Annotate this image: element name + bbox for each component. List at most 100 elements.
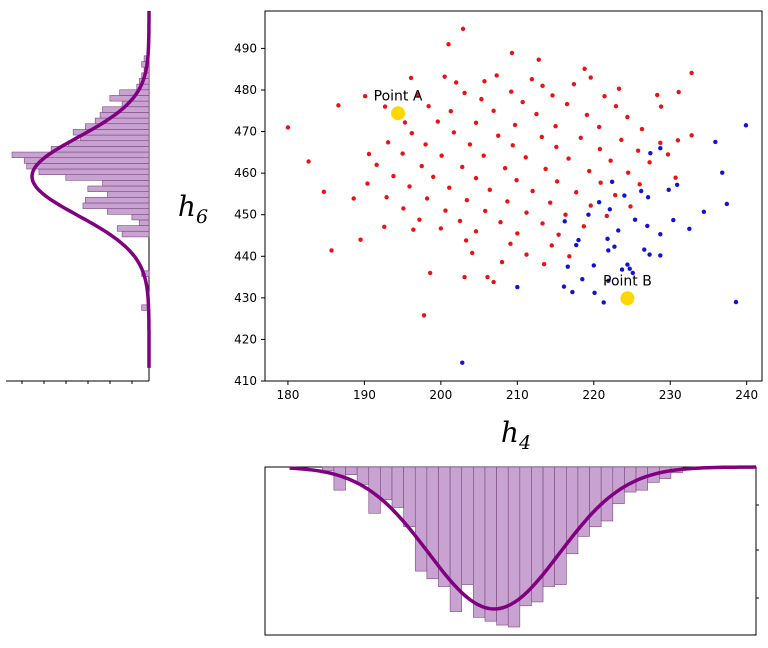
x-tick-label: 190 <box>353 388 376 402</box>
blue-point <box>733 299 739 305</box>
highlight-point <box>620 291 635 306</box>
y-density-curve <box>30 11 151 368</box>
red-point <box>351 196 356 201</box>
red-point <box>485 274 490 280</box>
x-density-curve <box>289 465 757 611</box>
red-point <box>321 189 327 195</box>
x-tick-label: 240 <box>735 388 758 402</box>
red-point <box>382 104 388 109</box>
blue-point <box>607 207 613 212</box>
red-point <box>550 93 555 98</box>
y-hist-bar <box>87 185 150 192</box>
red-point <box>524 252 529 257</box>
y-tick-label: 470 <box>234 125 257 139</box>
blue-point <box>591 263 596 268</box>
red-point <box>473 175 479 181</box>
red-point <box>520 99 525 105</box>
blue-point <box>515 284 520 290</box>
red-point <box>470 250 475 256</box>
x-tick-label: 220 <box>582 388 605 402</box>
blue-point <box>625 262 630 267</box>
red-point <box>689 133 694 138</box>
y-hist-bar <box>50 146 150 153</box>
blue-point <box>606 248 611 253</box>
blue-point <box>701 209 707 214</box>
y-hist-bar <box>107 208 150 215</box>
red-point <box>407 184 412 189</box>
blue-point <box>580 276 585 282</box>
red-point <box>382 224 387 229</box>
red-point <box>448 108 454 114</box>
red-point <box>329 248 334 253</box>
x-tick-label: 210 <box>506 388 529 402</box>
red-point <box>658 140 663 145</box>
red-point <box>431 174 436 180</box>
red-point <box>510 143 515 148</box>
red-point <box>423 142 428 147</box>
red-point <box>554 144 559 150</box>
red-point <box>567 254 572 259</box>
y-hist-bar <box>85 197 150 204</box>
red-point <box>473 120 479 126</box>
red-point <box>619 137 624 143</box>
y-tick-label: 430 <box>234 291 257 305</box>
y-hist-bar <box>121 230 150 238</box>
red-point <box>515 231 520 236</box>
red-point <box>588 75 593 80</box>
red-point <box>482 79 487 84</box>
red-point <box>439 153 444 158</box>
y-tick-label: 490 <box>234 41 257 55</box>
red-point <box>447 185 452 190</box>
blue-point <box>743 123 749 128</box>
red-point <box>505 199 510 204</box>
red-point <box>499 259 505 265</box>
red-point <box>596 124 602 130</box>
red-point <box>564 101 570 107</box>
red-point <box>483 208 488 214</box>
x-hist-bar <box>554 466 567 585</box>
blue-point <box>647 252 652 257</box>
red-point <box>534 111 539 117</box>
red-point <box>438 226 444 231</box>
blue-point <box>612 244 617 249</box>
red-point <box>336 103 341 108</box>
red-point <box>571 81 577 87</box>
red-point <box>411 227 416 232</box>
scatter-plot: 180 190 200 210 220 230 240 410 420 430 440 450 460 4… <box>234 10 763 402</box>
red-point <box>494 73 499 78</box>
red-point <box>658 104 664 109</box>
red-point <box>427 270 433 276</box>
y-hist-bar <box>26 163 150 170</box>
red-point <box>655 92 660 98</box>
y-marginal-histogram <box>6 11 151 384</box>
red-point <box>496 133 501 138</box>
blue-point <box>642 247 647 252</box>
red-point <box>374 162 379 168</box>
blue-point <box>616 228 621 233</box>
blue-point <box>674 182 680 187</box>
red-point <box>419 163 424 169</box>
red-point <box>479 96 484 102</box>
blue-point <box>609 179 615 185</box>
blue-point <box>630 270 635 276</box>
y-hist-bar <box>67 140 150 147</box>
highlight-label: Point B <box>603 273 652 289</box>
y-hist-bar <box>38 168 150 175</box>
x-tick-label: 180 <box>276 388 299 402</box>
x-axis-label: h4 <box>501 416 531 454</box>
red-point <box>523 155 528 160</box>
y-hist-bar <box>99 112 150 119</box>
y-hist-bar <box>138 219 150 226</box>
y-tick-label: 410 <box>234 374 257 388</box>
red-point <box>553 123 558 129</box>
red-point <box>616 86 622 91</box>
red-point <box>442 74 447 79</box>
red-point <box>408 75 414 81</box>
blue-point <box>601 300 606 305</box>
blue-point <box>565 264 570 269</box>
red-point <box>566 156 571 161</box>
blue-point <box>596 200 602 205</box>
red-point <box>675 138 681 143</box>
blue-point <box>573 242 579 248</box>
